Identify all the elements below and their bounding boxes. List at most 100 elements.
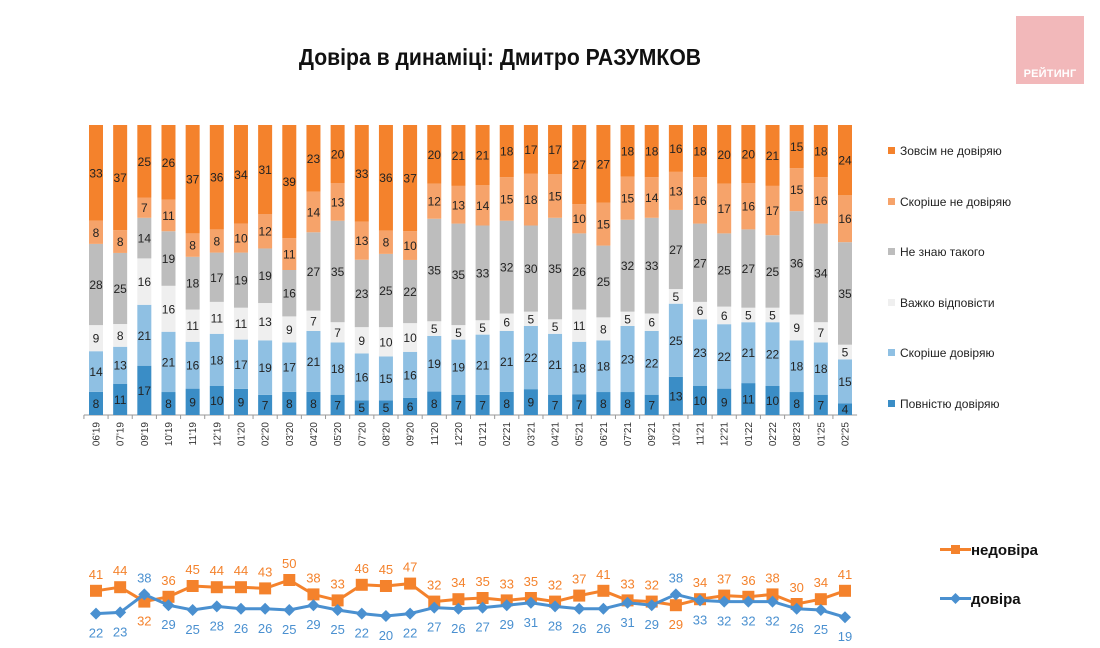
trust-value-label: 26 xyxy=(258,621,272,636)
bar-segment xyxy=(185,125,200,234)
bar-value-label: 27 xyxy=(307,265,321,279)
bar-segment xyxy=(596,245,611,318)
bar-segment xyxy=(813,342,828,395)
bar-value-label: 32 xyxy=(500,261,514,275)
bar-segment xyxy=(644,394,659,415)
bar-segment xyxy=(548,333,563,395)
bar-value-label: 7 xyxy=(334,326,341,340)
bar-segment xyxy=(233,125,248,224)
bar-value-label: 7 xyxy=(552,398,559,412)
bar-value-label: 17 xyxy=(138,384,152,398)
trust-marker xyxy=(186,604,199,616)
bar-value-label: 5 xyxy=(358,401,365,415)
distrust-value-label: 32 xyxy=(548,578,562,593)
bar-value-label: 25 xyxy=(766,265,780,279)
bar-segment xyxy=(378,230,393,254)
bar-value-label: 7 xyxy=(455,398,462,412)
bar-value-label: 13 xyxy=(113,359,127,373)
bar-value-label: 5 xyxy=(383,401,390,415)
bar-segment xyxy=(282,316,297,343)
bar-value-label: 15 xyxy=(790,140,804,154)
bar-value-label: 8 xyxy=(310,397,317,411)
bar-value-label: 13 xyxy=(452,198,466,212)
bar-segment xyxy=(378,125,393,231)
trust-marker xyxy=(114,606,127,619)
bar-value-label: 35 xyxy=(548,262,562,276)
line-legend-label: довіра xyxy=(971,591,1021,608)
bar-segment xyxy=(765,307,780,323)
bar-value-label: 16 xyxy=(814,194,828,208)
bar-value-label: 18 xyxy=(573,362,587,376)
bar-value-label: 25 xyxy=(597,275,611,289)
bar-segment xyxy=(765,185,780,236)
bar-segment xyxy=(596,340,611,393)
bar-segment xyxy=(548,217,563,320)
bar-segment xyxy=(668,289,683,304)
bar-segment xyxy=(161,199,176,232)
bar-segment xyxy=(185,256,200,310)
trust-value-label: 25 xyxy=(330,622,344,637)
distrust-value-label: 33 xyxy=(620,576,634,591)
bar-segment xyxy=(668,376,683,415)
bar-segment xyxy=(523,311,538,326)
bar-value-label: 16 xyxy=(186,359,200,373)
bar-value-label: 21 xyxy=(500,355,514,369)
bar-segment xyxy=(717,388,732,415)
bar-segment xyxy=(233,339,248,389)
bar-segment xyxy=(89,351,103,392)
bar-segment xyxy=(330,183,345,221)
bar-value-label: 24 xyxy=(838,154,852,168)
bar-segment xyxy=(741,322,756,384)
bar-segment xyxy=(475,334,490,395)
distrust-marker xyxy=(162,590,175,603)
distrust-value-label: 41 xyxy=(89,567,103,582)
trust-marker xyxy=(500,599,513,612)
bar-segment xyxy=(838,242,852,345)
trust-value-label: 27 xyxy=(475,620,489,635)
bar-value-label: 8 xyxy=(600,397,607,411)
bar-segment xyxy=(717,233,732,307)
bar-segment xyxy=(354,221,369,260)
bar-segment xyxy=(572,309,587,342)
bar-segment xyxy=(113,230,128,253)
trust-value-label: 25 xyxy=(282,622,296,637)
trust-value-label: 26 xyxy=(596,621,610,636)
x-tick-label: 11'19 xyxy=(188,422,199,446)
bar-segment xyxy=(693,125,708,178)
bar-value-label: 18 xyxy=(645,145,659,159)
distrust-value-label: 47 xyxy=(403,560,417,575)
bar-value-label: 22 xyxy=(524,351,538,365)
trust-value-label: 26 xyxy=(451,621,465,636)
distrust-marker xyxy=(573,589,586,602)
x-tick-label: 01'25 xyxy=(816,422,827,447)
bar-segment xyxy=(378,253,393,328)
bar-value-label: 10 xyxy=(210,394,224,408)
bar-segment xyxy=(717,183,732,234)
trust-value-label: 38 xyxy=(137,570,151,585)
distrust-value-label: 33 xyxy=(500,576,514,591)
bar-value-label: 6 xyxy=(721,309,728,323)
x-tick-label: 09'19 xyxy=(140,422,151,447)
distrust-value-label: 44 xyxy=(234,563,248,578)
x-tick-label: 02'22 xyxy=(768,422,779,447)
bar-value-label: 25 xyxy=(138,155,152,169)
bar-value-label: 19 xyxy=(428,357,442,371)
trust-value-label: 28 xyxy=(210,618,224,633)
bar-value-label: 14 xyxy=(645,191,659,205)
bar-value-label: 21 xyxy=(742,346,756,360)
bar-value-label: 15 xyxy=(379,372,393,386)
bar-value-label: 16 xyxy=(138,275,152,289)
bar-segment xyxy=(185,233,200,257)
x-tick-label: 07'20 xyxy=(357,422,368,447)
bar-segment xyxy=(789,211,804,315)
bar-segment xyxy=(765,386,780,415)
bar-value-label: 5 xyxy=(624,312,631,326)
x-tick-label: 01'21 xyxy=(478,422,489,447)
trust-value-label: 32 xyxy=(741,614,755,629)
bar-segment xyxy=(523,389,538,415)
trust-marker xyxy=(234,602,247,615)
bar-segment xyxy=(693,301,708,320)
trust-value-label: 22 xyxy=(403,626,417,641)
bar-value-label: 14 xyxy=(89,365,103,379)
bar-value-label: 7 xyxy=(334,398,341,412)
